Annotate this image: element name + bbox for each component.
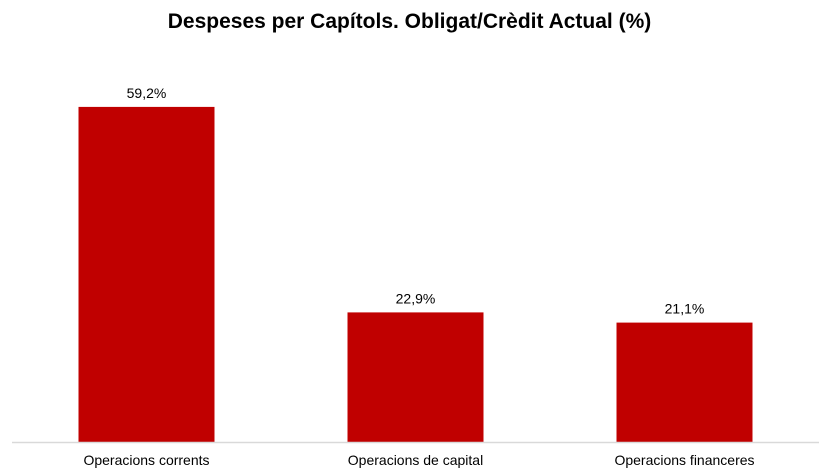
data-label-operacions-de-capital: 22,9% <box>396 290 436 306</box>
labels-layer: 59,2% Operacions corrents 22,9% Operacions … <box>83 85 754 468</box>
bar-operacions-de-capital <box>347 312 484 442</box>
x-tick-label-operacions-corrents: Operacions corrents <box>83 452 209 468</box>
bar-operacions-financeres <box>616 322 753 442</box>
chart-title: Despeses per Capítols. Obligat/Crèdit Ac… <box>167 10 652 33</box>
bars-layer <box>78 106 753 443</box>
data-label-operacions-corrents: 59,2% <box>127 85 167 101</box>
bar-operacions-corrents <box>78 106 215 443</box>
x-tick-label-operacions-financeres: Operacions financeres <box>614 452 754 468</box>
x-tick-label-operacions-de-capital: Operacions de capital <box>348 452 483 468</box>
data-label-operacions-financeres: 21,1% <box>665 301 705 317</box>
